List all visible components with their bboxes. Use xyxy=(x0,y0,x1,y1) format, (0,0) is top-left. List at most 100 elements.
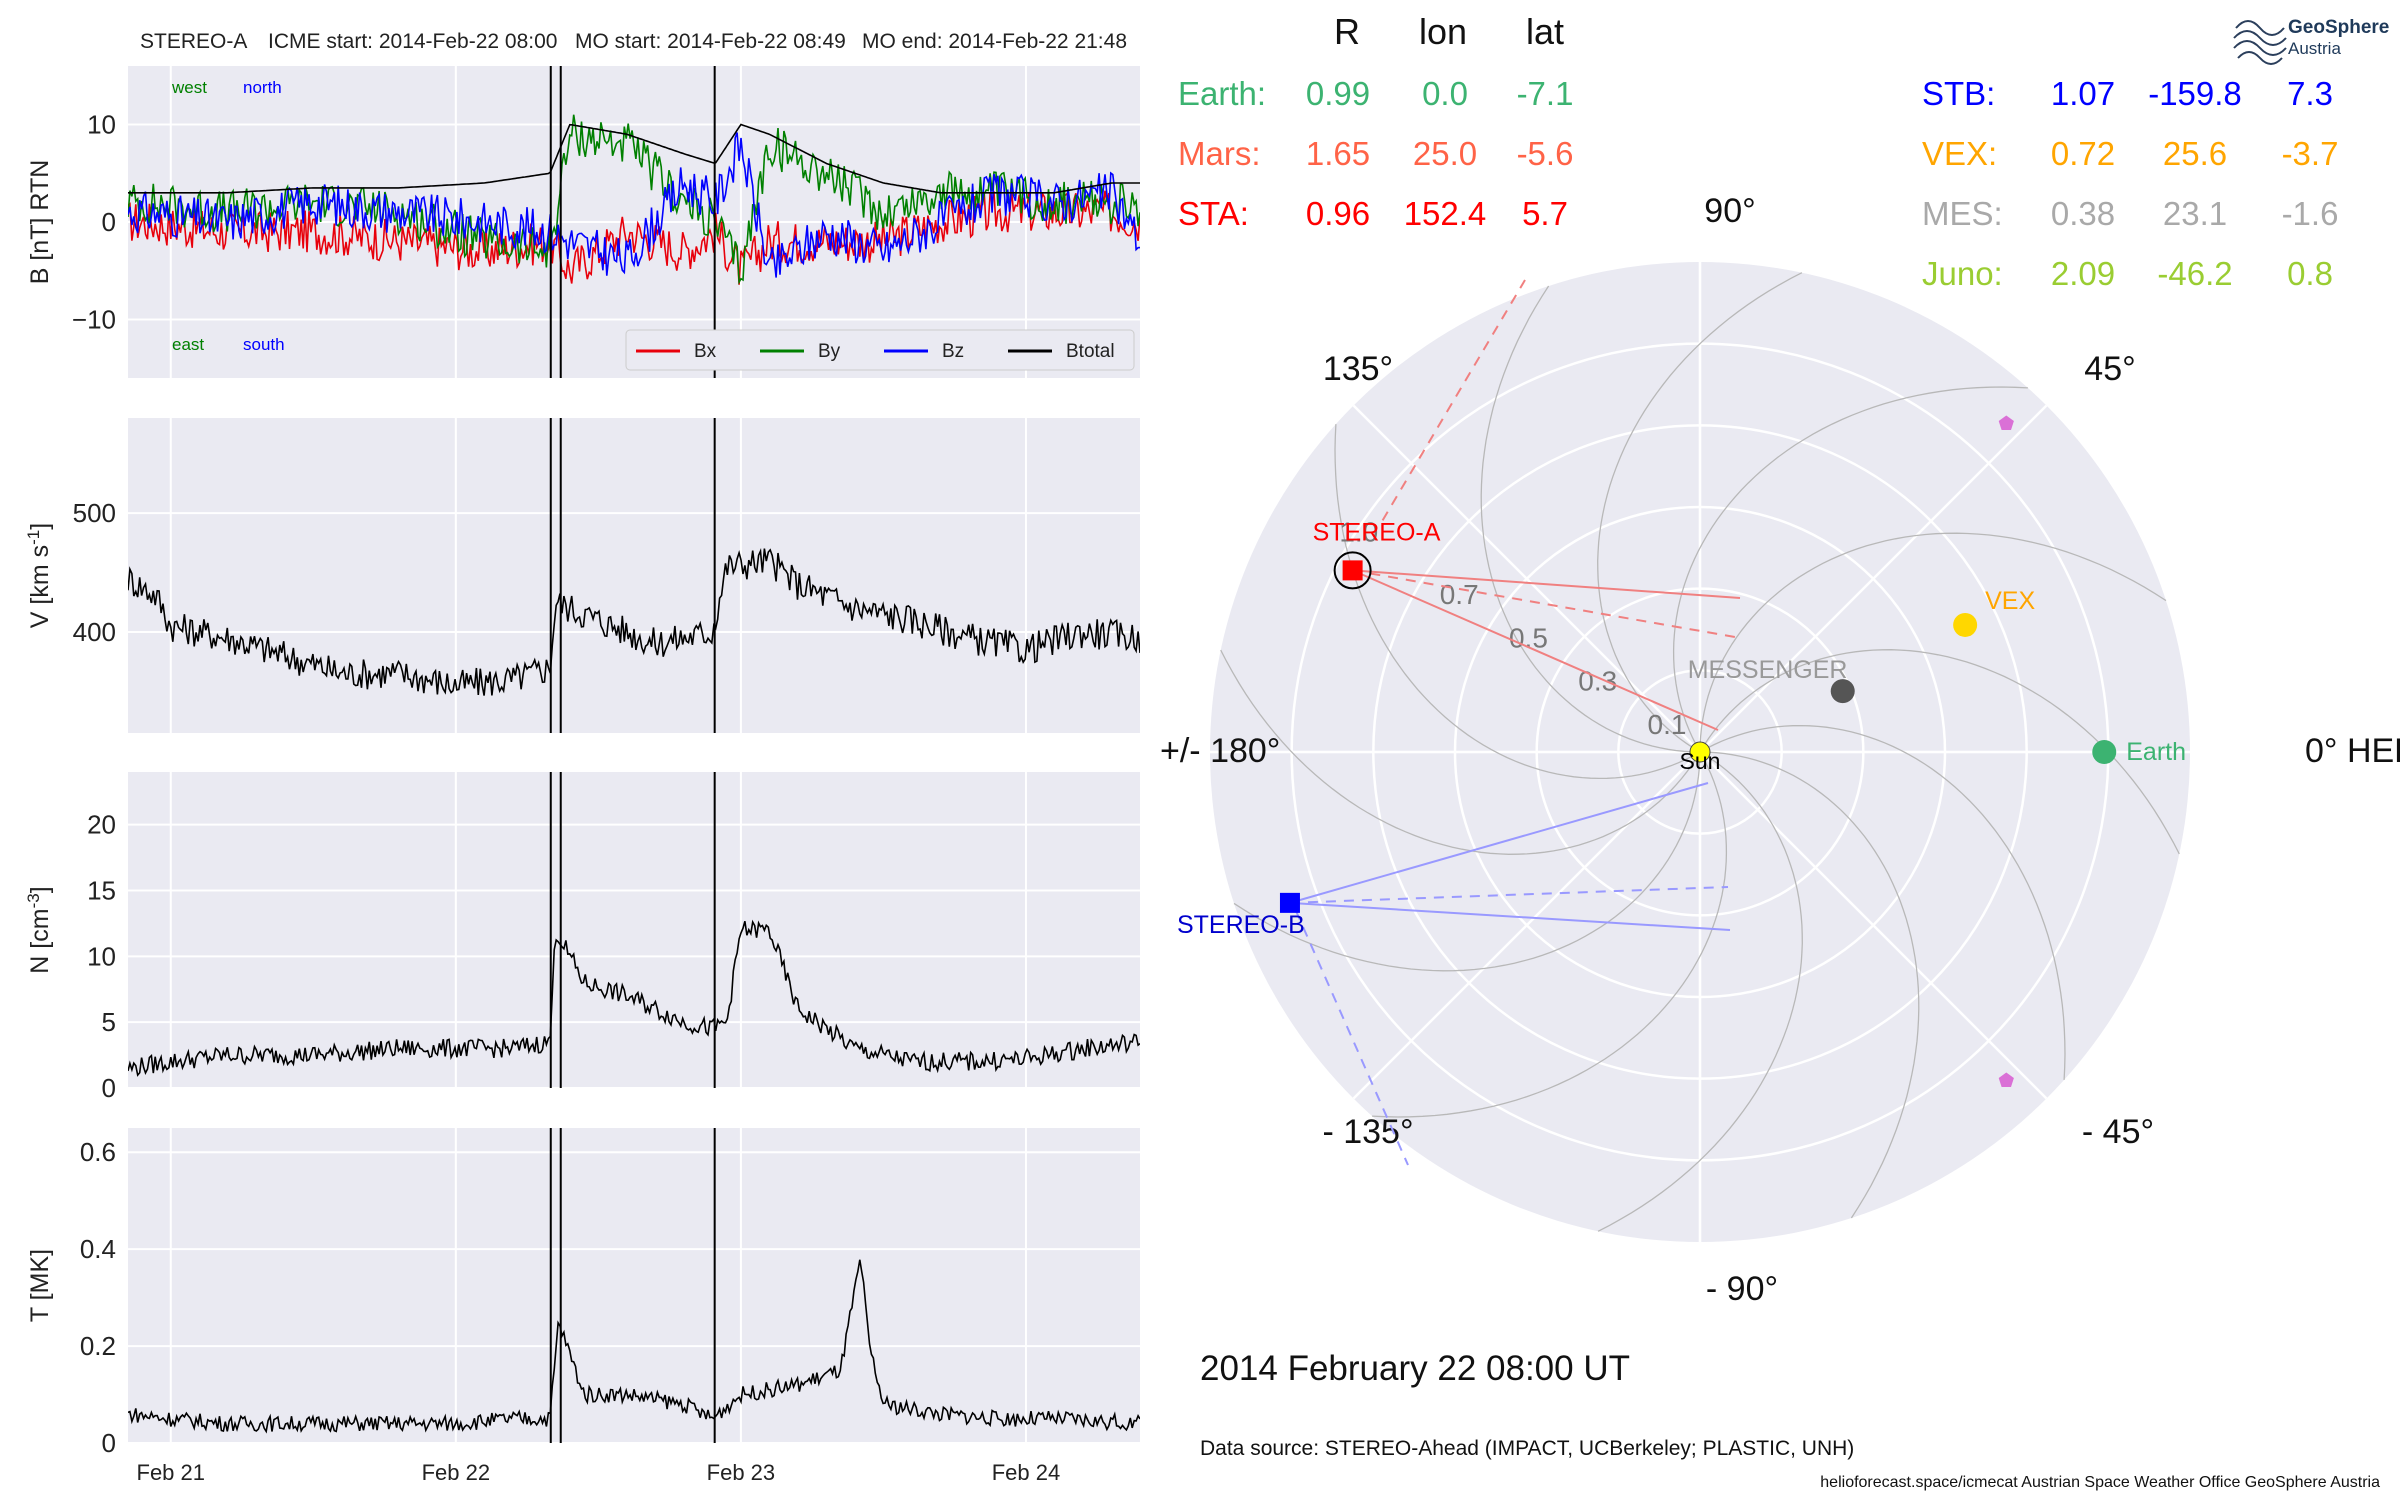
y-tick-label: 10 xyxy=(87,110,116,140)
angular-grid-line xyxy=(1352,751,1701,1100)
table-row-sta: STA: 0.96 152.4 5.7 xyxy=(1178,195,1568,232)
position-table: R lon lat Earth: 0.99 0.0 -7.1 Mars: 1.65 25.0… xyxy=(1178,11,2338,292)
footer-credits: helioforecast.space/icmecat Austrian Spa… xyxy=(1820,1474,2380,1491)
label-east: east xyxy=(172,335,204,354)
row-name: STB: xyxy=(1922,75,1995,112)
table-header-lon: lon xyxy=(1419,11,1467,52)
angle-label: 135° xyxy=(1323,350,1393,388)
row-r: 0.96 xyxy=(1306,195,1370,232)
angle-label: 90° xyxy=(1704,192,1755,230)
row-lat: 7.3 xyxy=(2287,75,2333,112)
spiral-field-line xyxy=(1597,272,1803,749)
series-line xyxy=(128,1259,1140,1434)
label-north: north xyxy=(243,78,282,97)
panel-background xyxy=(128,1128,1140,1443)
row-lat: -1.6 xyxy=(2282,195,2339,232)
angular-grid-line xyxy=(1699,404,2048,753)
legend-label: By xyxy=(818,341,841,362)
y-tick-label: 20 xyxy=(87,810,116,840)
y-axis-label: B [nT] RTN xyxy=(26,160,54,285)
spiral-field-line xyxy=(1672,386,2028,746)
y-tick-label: 15 xyxy=(87,876,116,906)
row-name: MES: xyxy=(1922,195,2003,232)
angle-label: 0° HEEQ xyxy=(2305,732,2400,770)
spiral-field-line xyxy=(1233,760,1701,972)
x-tick-label: Feb 21 xyxy=(137,1460,206,1485)
table-row-juno: Juno: 2.09 -46.2 0.8 xyxy=(1922,255,2333,292)
logo-text-line1: GeoSphere xyxy=(2288,17,2389,38)
row-r: 1.07 xyxy=(2051,75,2115,112)
stb-view-ray xyxy=(1289,901,1731,931)
row-lon: 25.6 xyxy=(2163,135,2227,172)
vex-marker xyxy=(1953,612,1978,637)
stereo-b-marker xyxy=(1279,892,1300,913)
row-lat: -3.7 xyxy=(2282,135,2339,172)
series-line xyxy=(128,919,1140,1077)
row-lon: 25.0 xyxy=(1413,135,1477,172)
y-tick-label: 5 xyxy=(102,1007,116,1037)
timestamp: 2014 February 22 08:00 UT xyxy=(1200,1349,1630,1388)
table-header-r: R xyxy=(1334,11,1360,52)
spiral-field-line xyxy=(1706,724,2066,1080)
x-tick-label: Feb 22 xyxy=(422,1460,491,1485)
spiral-field-line xyxy=(1372,758,1728,1118)
y-tick-label: 500 xyxy=(73,498,116,528)
panel-N: 0 5 10 15 20 N [cm-3] xyxy=(24,772,1140,1103)
table-row-mes: MES: 0.38 23.1 -1.6 xyxy=(1922,195,2338,232)
polar-plot: 0.10.30.50.71.00° HEEQ45°90°135°+/- 180°… xyxy=(1160,192,2400,1308)
sta-view-ray xyxy=(1352,569,1719,731)
row-r: 0.72 xyxy=(2051,135,2115,172)
spiral-field-line xyxy=(1334,424,1694,780)
row-lat: -5.6 xyxy=(1517,135,1574,172)
label-stereo-a: STEREO-A xyxy=(1313,518,1441,546)
logo: GeoSphere Austria xyxy=(2233,17,2389,65)
earth-marker xyxy=(2092,740,2117,764)
angle-label: +/- 180° xyxy=(1160,732,1280,770)
row-lon: 23.1 xyxy=(2163,195,2227,232)
panel-B: −10 0 10 B [nT] RTN west north east south Bx By Bz… xyxy=(26,66,1140,378)
timeseries-panels: −10 0 10 B [nT] RTN west north east south Bx By Bz… xyxy=(24,66,1140,1485)
angle-label: - 45° xyxy=(2082,1113,2154,1151)
spiral-field-line xyxy=(1699,532,2167,744)
y-axis-label: N [cm-3] xyxy=(24,886,55,973)
table-header-lat: lat xyxy=(1526,11,1564,52)
spiral-field-line xyxy=(1480,285,1692,753)
label-west: west xyxy=(171,78,207,97)
table-row-mars: Mars: 1.65 25.0 -5.6 xyxy=(1178,135,1573,172)
row-name: STA: xyxy=(1178,195,1249,232)
stereo-a-highlight-ring xyxy=(1333,551,1372,590)
angular-grid-line xyxy=(1699,751,2048,1100)
x-tick-label: Feb 24 xyxy=(992,1460,1061,1485)
legend-label: Bx xyxy=(694,341,717,362)
sta-view-ray xyxy=(1352,569,1741,599)
table-row-earth: Earth: 0.99 0.0 -7.1 xyxy=(1178,75,1573,112)
panel-background xyxy=(128,772,1140,1088)
series-line xyxy=(128,547,1140,696)
row-lon: 152.4 xyxy=(1404,195,1487,232)
radial-tick-label: 1.0 xyxy=(1339,516,1378,547)
y-tick-label: 400 xyxy=(73,617,116,647)
row-lon: -46.2 xyxy=(2157,255,2232,292)
table-row-stb: STB: 1.07 -159.8 7.3 xyxy=(1922,75,2333,112)
y-axis-label: V [km s-1] xyxy=(24,523,55,628)
y-tick-label: −10 xyxy=(72,305,116,335)
row-name: Earth: xyxy=(1178,75,1266,112)
spiral-field-line xyxy=(1597,755,1803,1232)
radial-tick-label: 0.3 xyxy=(1578,666,1617,697)
series-line-bz xyxy=(128,132,1140,278)
legend-label: Btotal xyxy=(1066,341,1115,362)
header-mo-end: MO end: 2014-Feb-22 21:48 xyxy=(862,30,1127,53)
row-r: 2.09 xyxy=(2051,255,2115,292)
y-tick-label: 0.6 xyxy=(80,1137,116,1167)
series-line-bx xyxy=(128,190,1140,285)
row-lon: 0.0 xyxy=(1422,75,1468,112)
label-stereo-b: STEREO-B xyxy=(1177,911,1305,939)
messenger-marker xyxy=(1830,679,1855,704)
table-row-vex: VEX: 0.72 25.6 -3.7 xyxy=(1922,135,2338,172)
data-source: Data source: STEREO-Ahead (IMPACT, UCBer… xyxy=(1200,1437,1854,1460)
radial-tick-label: 0.5 xyxy=(1509,622,1548,653)
y-tick-label: 0.2 xyxy=(80,1331,116,1361)
sun-marker xyxy=(1689,741,1711,763)
x-tick-label: Feb 23 xyxy=(707,1460,776,1485)
